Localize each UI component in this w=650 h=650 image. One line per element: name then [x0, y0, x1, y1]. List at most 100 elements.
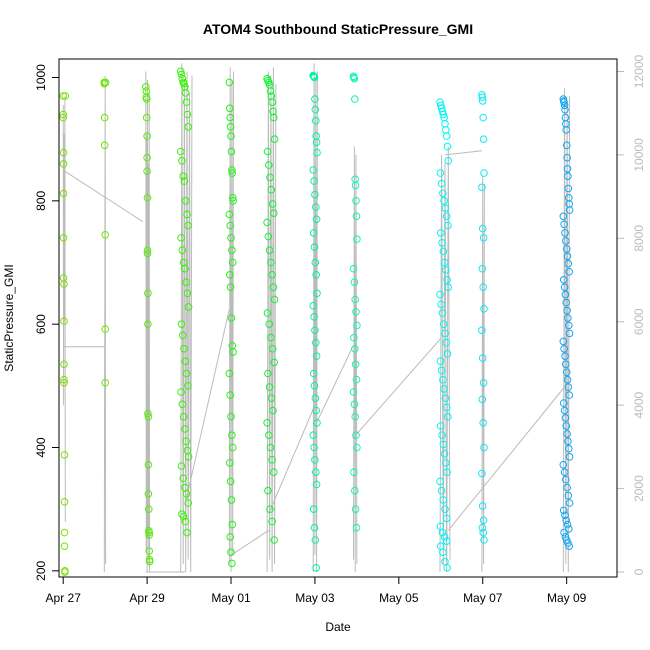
- data-point: [437, 422, 445, 430]
- data-point: [562, 126, 571, 134]
- data-point: [179, 331, 187, 340]
- data-point: [270, 113, 278, 122]
- data-point: [436, 169, 445, 177]
- data-point: [145, 555, 154, 564]
- data-point: [565, 206, 574, 214]
- data-point: [144, 320, 152, 329]
- data-point: [312, 406, 321, 415]
- data-point: [144, 412, 153, 421]
- data-point: [226, 123, 235, 131]
- data-point: [313, 289, 321, 298]
- data-point: [263, 419, 271, 427]
- data-point: [143, 132, 151, 140]
- data-point: [269, 283, 278, 292]
- data-point: [350, 400, 359, 409]
- altitude-transit-line: [352, 338, 442, 439]
- data-point: [229, 197, 237, 205]
- data-point: [349, 264, 358, 273]
- data-point: [143, 167, 151, 175]
- data-point: [226, 113, 234, 122]
- data-point: [181, 197, 190, 205]
- data-point: [351, 95, 359, 103]
- data-point: [60, 528, 69, 537]
- data-point: [177, 388, 185, 396]
- data-point: [181, 357, 190, 366]
- data-point: [59, 113, 68, 122]
- data-point: [267, 333, 275, 342]
- data-point: [565, 444, 573, 453]
- data-point: [60, 379, 68, 387]
- data-point: [352, 523, 361, 532]
- data-point: [312, 338, 320, 347]
- data-point: [310, 443, 318, 452]
- data-point: [352, 212, 361, 221]
- data-point: [59, 110, 68, 119]
- data-point: [310, 313, 318, 321]
- data-point: [562, 475, 570, 484]
- y-tick-label: 800: [34, 191, 48, 211]
- data-point: [440, 197, 448, 205]
- data-point: [480, 305, 488, 313]
- data-point: [228, 443, 237, 452]
- data-point: [441, 394, 450, 403]
- altitude-transit-line: [444, 150, 482, 156]
- y2-tick-label: 12000: [632, 55, 646, 89]
- x-tick-label: Apr 29: [129, 591, 165, 605]
- data-point: [352, 375, 361, 384]
- data-point: [563, 165, 572, 173]
- data-point: [439, 375, 447, 384]
- data-point: [144, 461, 153, 469]
- y2-tick-label: 8000: [632, 225, 646, 252]
- data-point: [442, 132, 451, 140]
- data-point: [182, 437, 190, 446]
- data-point: [560, 283, 569, 292]
- data-point: [438, 528, 447, 537]
- data-point: [563, 375, 572, 384]
- data-point: [479, 516, 488, 525]
- plot-frame: [58, 58, 618, 578]
- data-point: [351, 295, 360, 304]
- data-point: [227, 234, 235, 242]
- altitude-trace: [62, 96, 66, 522]
- data-point: [144, 289, 152, 298]
- data-point: [564, 383, 573, 391]
- data-point: [478, 264, 487, 273]
- altitude-trace: [180, 63, 193, 573]
- data-point: [270, 468, 278, 477]
- data-point: [60, 360, 68, 369]
- data-point: [226, 283, 235, 292]
- data-point: [478, 523, 487, 532]
- data-point: [444, 221, 452, 230]
- data-point: [312, 480, 321, 489]
- data-point: [563, 252, 572, 261]
- data-point: [436, 477, 444, 486]
- data-point: [439, 548, 447, 557]
- data-point: [563, 430, 571, 438]
- data-point: [478, 224, 487, 233]
- data-point: [350, 333, 358, 342]
- data-point: [562, 422, 571, 430]
- data-point: [562, 516, 571, 525]
- data-point: [560, 220, 568, 229]
- data-point: [312, 352, 321, 361]
- data-point: [565, 453, 574, 461]
- x-tick-label: Apr 27: [46, 591, 82, 605]
- data-point: [350, 74, 359, 83]
- data-point: [564, 491, 573, 500]
- data-point: [479, 135, 488, 143]
- data-point: [564, 259, 573, 268]
- data-point: [311, 456, 319, 464]
- axes-layer: Apr 27 Apr 29 May 01 May 03 May 05 May 07 May …: [34, 55, 646, 605]
- data-point: [560, 406, 569, 415]
- data-point: [309, 229, 318, 237]
- data-point: [561, 105, 569, 114]
- data-point: [145, 531, 153, 539]
- data-point: [560, 345, 568, 353]
- data-point: [563, 483, 571, 492]
- data-point: [225, 78, 234, 87]
- data-point: [441, 204, 450, 212]
- data-point: [565, 525, 573, 533]
- data-point: [560, 101, 569, 110]
- data-point: [437, 179, 446, 188]
- data-point: [438, 309, 447, 317]
